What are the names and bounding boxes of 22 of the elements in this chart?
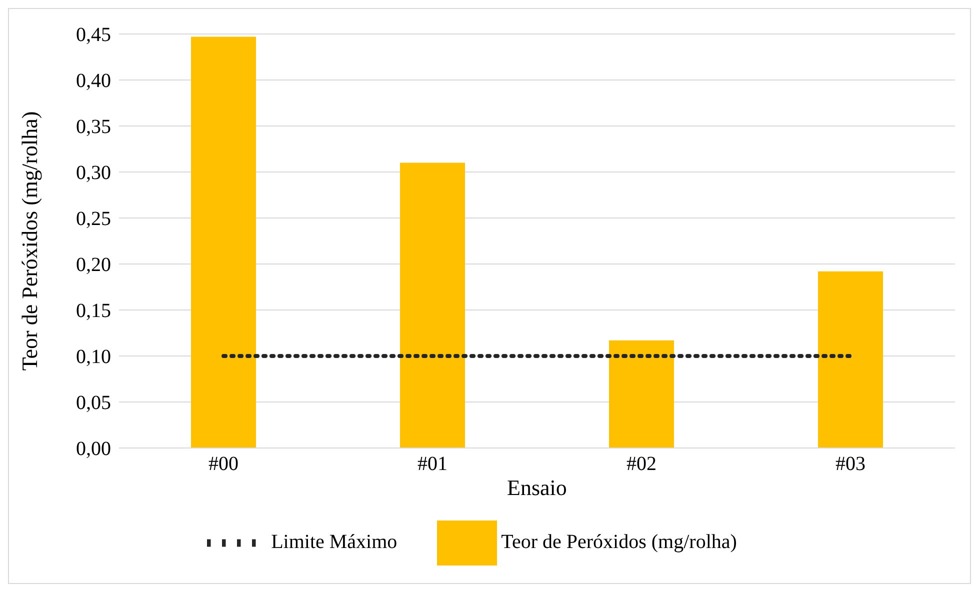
y-tick-label: 0,15 [76,300,111,322]
y-tick-label: 0,20 [76,254,111,276]
bar [609,340,674,448]
y-tick-label: 0,00 [76,438,111,460]
y-tick-label: 0,10 [76,346,111,368]
x-tick-label: #02 [626,453,656,476]
y-tick-label: 0,05 [76,392,111,414]
bar [191,36,256,448]
y-tick-label: 0,45 [76,24,111,46]
legend-label: Limite Máximo [271,530,398,553]
x-tick-label: #03 [836,453,866,476]
y-tick-label: 0,35 [76,116,111,138]
bar [818,271,883,448]
y-axis-title: Teor de Peróxidos (mg/rolha) [16,111,42,371]
x-tick-label: #00 [208,453,238,476]
y-tick-label: 0,25 [76,208,111,230]
legend-label: Teor de Peróxidos (mg/rolha) [501,530,737,553]
y-tick-label: 0,40 [76,70,111,92]
y-tick-label: 0,30 [76,162,111,184]
bar [400,162,465,448]
x-axis-title: Ensaio [507,475,567,500]
x-tick-label: #01 [418,453,448,476]
